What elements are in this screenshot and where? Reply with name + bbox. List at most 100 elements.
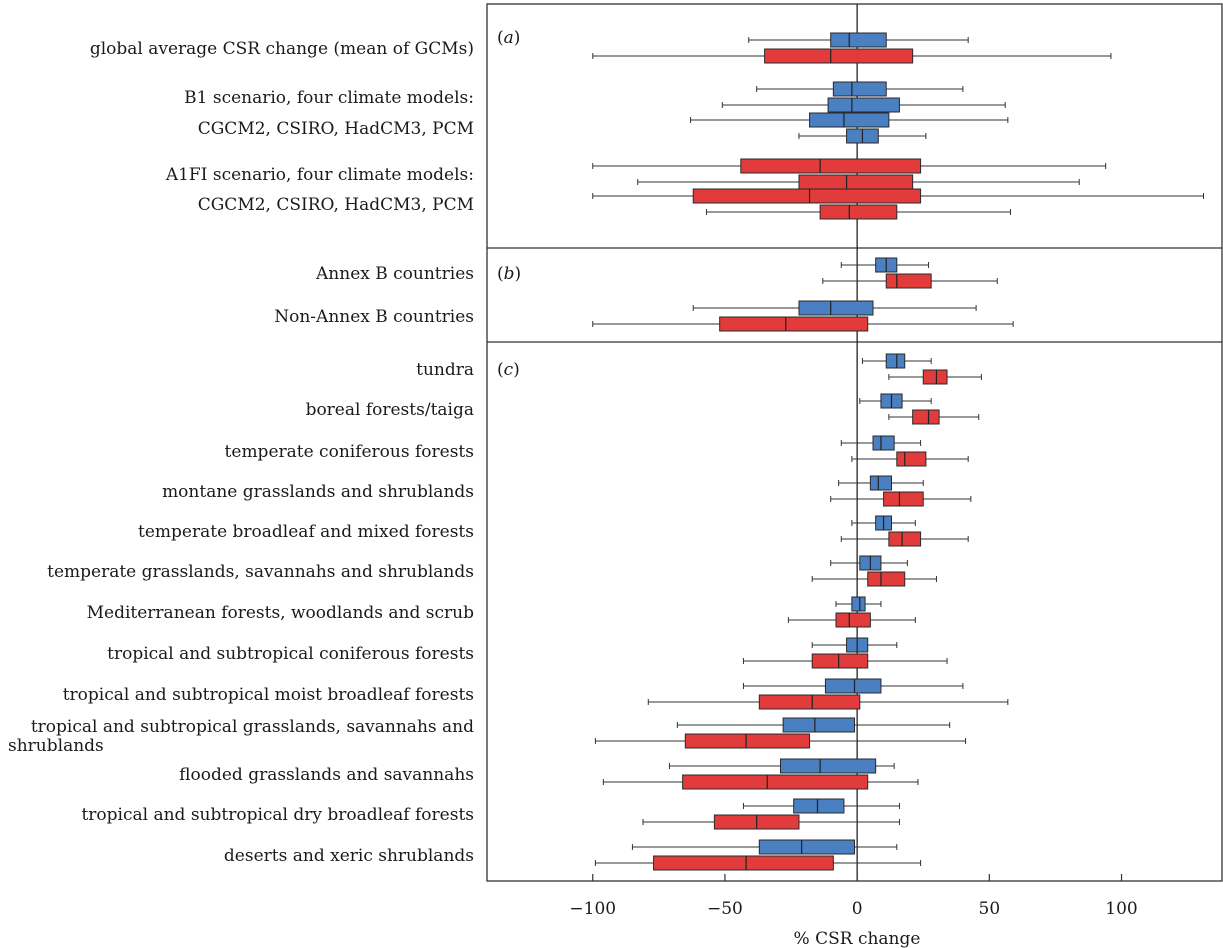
box-a1fi	[840, 531, 969, 547]
box-b1	[756, 81, 964, 97]
row-labels: global average CSR change (mean of GCMs)…	[8, 39, 474, 866]
box-b1	[668, 758, 895, 774]
box-a1fi	[742, 653, 948, 669]
box-a1fi	[642, 814, 900, 830]
row-label: montane grasslands and shrublands	[162, 482, 474, 502]
box-series	[592, 32, 1204, 871]
box-b1	[676, 717, 951, 733]
iqr-box	[779, 758, 877, 774]
box-a1fi	[594, 733, 967, 749]
row-label: tropical and subtropical grasslands, sav…	[31, 717, 474, 737]
box-b1	[859, 393, 932, 409]
x-tick-label: 100	[1105, 899, 1137, 919]
box-a1fi	[787, 612, 916, 628]
panel-label: (c)	[497, 360, 520, 380]
iqr-box	[830, 32, 887, 48]
panel-label: (a)	[497, 28, 520, 48]
row-label: tropical and subtropical dry broadleaf f…	[81, 805, 474, 825]
row-label: temperate broadleaf and mixed forests	[138, 522, 474, 542]
box-a1fi	[822, 273, 998, 289]
x-tick-label: −100	[569, 899, 616, 919]
iqr-box	[798, 300, 874, 316]
box-b1	[851, 515, 916, 531]
iqr-box	[684, 733, 811, 749]
box-b1	[811, 637, 898, 653]
box-b1	[748, 32, 969, 48]
iqr-box	[888, 531, 922, 547]
box-a1fi	[602, 774, 919, 790]
row-label: A1FI scenario, four climate models:	[165, 165, 474, 185]
iqr-box	[793, 798, 845, 814]
box-a1fi	[594, 855, 922, 871]
row-label: Annex B countries	[315, 264, 474, 284]
iqr-box	[824, 678, 882, 694]
iqr-box	[719, 316, 869, 332]
iqr-box	[869, 475, 893, 491]
box-b1	[690, 112, 1009, 128]
row-label: global average CSR change (mean of GCMs)	[90, 39, 474, 59]
iqr-box	[912, 409, 940, 425]
iqr-box	[758, 839, 855, 855]
plot-frame	[486, 3, 1223, 882]
row-label: CGCM2, CSIRO, HadCM3, PCM	[198, 195, 474, 215]
panel-labels: (a) (b) (c)	[497, 28, 521, 380]
box-b1	[692, 300, 977, 316]
iqr-box	[883, 491, 924, 507]
iqr-box	[922, 369, 948, 385]
box-a1fi	[592, 316, 1014, 332]
iqr-box	[653, 855, 834, 871]
row-label: flooded grasslands and savannahs	[179, 765, 474, 785]
box-a1fi	[851, 451, 969, 467]
iqr-box	[832, 81, 887, 97]
iqr-box	[798, 174, 914, 190]
box-b1	[830, 555, 908, 571]
iqr-box	[682, 774, 869, 790]
iqr-box	[782, 717, 856, 733]
x-tick-label: −50	[707, 899, 743, 919]
row-label: B1 scenario, four climate models:	[184, 88, 474, 108]
iqr-box	[819, 204, 898, 220]
box-a1fi	[888, 369, 982, 385]
box-a1fi	[811, 571, 937, 587]
box-b1	[835, 596, 882, 612]
box-b1	[838, 475, 924, 491]
box-b1	[742, 678, 964, 694]
row-label: Mediterranean forests, woodlands and scr…	[87, 603, 474, 623]
box-a1fi	[888, 409, 980, 425]
box-a1fi	[592, 48, 1112, 64]
box-a1fi	[705, 204, 1011, 220]
row-label: tropical and subtropical moist broadleaf…	[63, 685, 474, 705]
box-a1fi	[592, 158, 1107, 174]
row-label-continued: shrublands	[8, 736, 104, 756]
row-label: CGCM2, CSIRO, HadCM3, PCM	[198, 119, 474, 139]
iqr-box	[885, 353, 906, 369]
box-b1	[861, 353, 932, 369]
iqr-box	[811, 653, 869, 669]
panel-label: (b)	[497, 264, 521, 284]
box-b1	[798, 128, 927, 144]
iqr-box	[827, 97, 900, 113]
row-label: temperate grasslands, savannahs and shru…	[47, 562, 474, 582]
x-tick-label: 50	[979, 899, 1001, 919]
box-b1	[840, 257, 930, 273]
x-tick-label: 0	[852, 899, 863, 919]
box-b1	[721, 97, 1006, 113]
box-a1fi	[647, 694, 1009, 710]
iqr-box	[740, 158, 922, 174]
iqr-box	[692, 188, 922, 204]
box-b1	[631, 839, 898, 855]
iqr-box	[764, 48, 914, 64]
iqr-box	[896, 451, 927, 467]
box-b1	[840, 435, 922, 451]
row-label: tropical and subtropical coniferous fore…	[107, 644, 474, 664]
box-a1fi	[637, 174, 1080, 190]
iqr-box	[872, 435, 895, 451]
iqr-box	[835, 612, 871, 628]
iqr-box	[758, 694, 861, 710]
row-label: temperate coniferous forests	[225, 442, 474, 462]
iqr-box	[867, 571, 906, 587]
row-label: boreal forests/taiga	[306, 400, 474, 420]
iqr-box	[809, 112, 890, 128]
box-b1	[742, 798, 900, 814]
